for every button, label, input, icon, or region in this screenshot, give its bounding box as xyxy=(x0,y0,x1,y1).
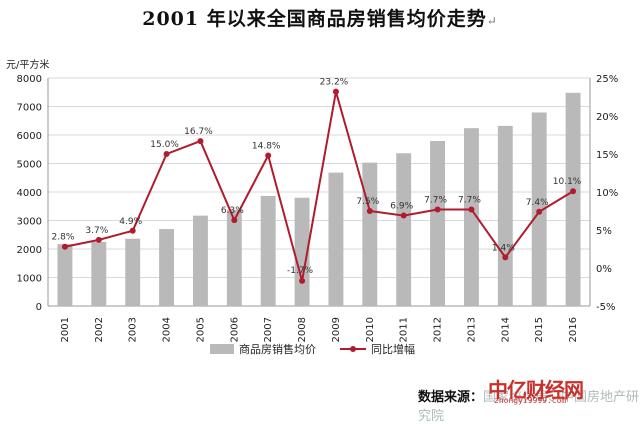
bar-2007 xyxy=(260,195,276,306)
legend-label-line: 同比增幅 xyxy=(371,342,415,356)
x-tick-label-2014: 2014 xyxy=(500,317,511,342)
growth-data-label-2004: 15.0% xyxy=(150,140,179,150)
legend-label-bar: 商品房销售均价 xyxy=(239,342,316,356)
bar-2014 xyxy=(497,125,513,306)
growth-point-2010 xyxy=(366,208,373,214)
growth-data-label-2015: 7.4% xyxy=(526,198,549,208)
bar-2016 xyxy=(565,92,581,306)
bar-2009 xyxy=(328,172,344,306)
bar-2002 xyxy=(91,241,107,306)
growth-data-label-2008: -1.7% xyxy=(287,266,314,276)
y-left-tick-label: 5000 xyxy=(17,160,42,171)
y-left-tick-label: 2000 xyxy=(17,245,42,256)
legend-swatch-bar xyxy=(210,344,234,354)
growth-point-2006 xyxy=(231,217,238,224)
x-tick-label-2012: 2012 xyxy=(433,317,444,342)
bar-2010 xyxy=(362,162,378,306)
growth-point-2012 xyxy=(434,206,441,213)
growth-point-2005 xyxy=(197,138,204,145)
x-tick-label-2013: 2013 xyxy=(466,317,477,342)
x-tick-label-2007: 2007 xyxy=(263,317,274,342)
bar-2004 xyxy=(159,229,175,306)
y-right-tick-label: -5% xyxy=(596,302,615,313)
source-label: 数据来源： xyxy=(418,390,484,405)
growth-point-2007 xyxy=(265,152,272,159)
y-left-tick-label: 0 xyxy=(36,302,42,313)
watermark-url: zhongyi9999.com xyxy=(494,396,567,405)
bar-2006 xyxy=(226,209,242,306)
bar-2005 xyxy=(192,215,208,306)
growth-line xyxy=(64,91,574,282)
growth-point-2009 xyxy=(332,88,339,95)
growth-point-2008 xyxy=(299,277,306,284)
x-tick-label-2009: 2009 xyxy=(331,317,342,342)
bar-2008 xyxy=(294,197,310,306)
y-right-tick-label: 15% xyxy=(596,150,618,161)
x-tick-label-2011: 2011 xyxy=(399,317,410,342)
growth-data-label-2011: 6.9% xyxy=(390,202,413,212)
y-left-tick-label: 1000 xyxy=(17,274,42,285)
growth-data-label-2001: 2.8% xyxy=(52,233,75,243)
growth-point-2014 xyxy=(502,254,509,261)
x-tick-label-2001: 2001 xyxy=(60,317,71,342)
growth-data-label-2010: 7.5% xyxy=(356,197,379,207)
growth-point-2016 xyxy=(570,188,577,195)
y-right-tick-label: 0% xyxy=(596,264,612,275)
growth-data-label-2009: 23.2% xyxy=(320,78,349,88)
x-tick-label-2015: 2015 xyxy=(534,317,545,342)
x-tick-label-2016: 2016 xyxy=(568,317,579,342)
y-left-unit-label: 元/平方米 xyxy=(6,58,49,71)
y-left-tick-label: 4000 xyxy=(17,188,42,199)
growth-data-label-2012: 7.7% xyxy=(424,195,447,205)
bar-2012 xyxy=(430,140,446,306)
growth-point-2004 xyxy=(163,151,170,157)
x-tick-label-2006: 2006 xyxy=(229,317,240,342)
x-tick-label-2003: 2003 xyxy=(128,317,139,342)
y-left-tick-label: 8000 xyxy=(17,74,42,85)
growth-data-label-2013: 7.7% xyxy=(458,195,481,205)
chart: 元/平方米 0 1000 2000 3000 4000 5000 6000 7000 8000 -5… xyxy=(6,58,618,356)
growth-point-2003 xyxy=(129,227,136,234)
x-tick-label-2005: 2005 xyxy=(195,317,206,342)
y-right-tick-label: 20% xyxy=(596,112,618,123)
x-tick-label-2002: 2002 xyxy=(94,317,105,342)
bar-2001 xyxy=(57,244,73,306)
y-left-tick-label: 7000 xyxy=(17,103,42,114)
growth-point-2013 xyxy=(468,206,475,213)
growth-data-label-2006: 6.3% xyxy=(221,206,244,216)
bar-2003 xyxy=(125,238,141,306)
y-left-tick-label: 6000 xyxy=(17,131,42,142)
growth-data-label-2007: 14.8% xyxy=(252,142,281,152)
growth-data-label-2016: 10.1% xyxy=(553,177,582,187)
growth-point-2002 xyxy=(95,236,102,243)
y-right-tick-label: 25% xyxy=(596,74,618,85)
watermark-logo: 中亿财经网 xyxy=(488,378,584,402)
x-tick-label-2010: 2010 xyxy=(365,317,376,342)
growth-point-2011 xyxy=(400,212,407,219)
growth-data-label-2014: 1.4% xyxy=(492,243,515,253)
growth-data-label-2003: 4.9% xyxy=(119,217,142,227)
growth-point-2001 xyxy=(61,243,68,250)
chart-title: 2001 年以来全国商品房销售均价走势↵ xyxy=(142,8,498,30)
y-left-tick-label: 3000 xyxy=(17,217,42,228)
bar-2013 xyxy=(463,128,479,306)
legend-swatch-marker xyxy=(350,346,356,352)
x-tick-label-2008: 2008 xyxy=(297,317,308,342)
x-tick-label-2004: 2004 xyxy=(162,317,173,342)
bar-2011 xyxy=(396,153,412,306)
growth-point-2015 xyxy=(536,208,543,215)
y-right-tick-label: 10% xyxy=(596,188,618,199)
growth-data-label-2002: 3.7% xyxy=(85,226,108,236)
y-right-tick-label: 5% xyxy=(596,226,612,237)
growth-data-label-2005: 16.7% xyxy=(184,127,213,137)
